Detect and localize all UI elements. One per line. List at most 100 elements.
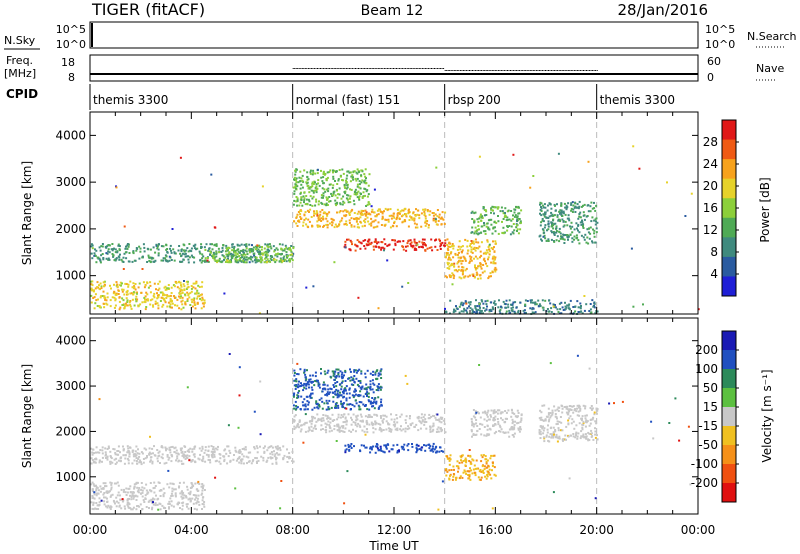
echo-cell: [140, 482, 143, 484]
echo-cell: [340, 414, 343, 416]
echo-cell: [250, 248, 253, 250]
echo-cell: [310, 216, 313, 218]
echo-cell: [98, 497, 101, 500]
echo-cell: [113, 283, 115, 286]
echo-cell: [373, 413, 376, 416]
echo-cell: [299, 213, 302, 215]
echo-cell: [327, 190, 330, 193]
echo-cell: [459, 455, 462, 458]
echo-cell: [131, 451, 134, 453]
echo-cell: [337, 423, 340, 426]
echo-cell: [413, 238, 416, 241]
echo-cell: [329, 387, 332, 390]
echo-cell: [303, 213, 306, 216]
nave-point: [564, 70, 566, 71]
echo-cell: [486, 473, 489, 476]
echo-cell: [105, 457, 107, 459]
echo-cell: [356, 418, 359, 421]
echo-cell: [547, 240, 550, 242]
echo-cell: [567, 214, 570, 217]
echo-cell: [486, 433, 489, 436]
echo-cell: [184, 252, 187, 255]
echo-cell: [313, 212, 316, 215]
echo-cell: [590, 405, 593, 407]
echo-cell: [377, 208, 380, 211]
echo-cell: [573, 427, 576, 430]
echo-cell: [497, 220, 500, 223]
echo-cell: [228, 251, 231, 254]
echo-cell: [519, 426, 522, 428]
echo-cell: [210, 251, 213, 254]
echo-cell: [355, 218, 358, 221]
echo-cell: [594, 223, 597, 226]
echo-cell: [461, 271, 464, 274]
echo-cell: [479, 274, 482, 277]
echo-cell: [487, 277, 490, 280]
echo-cell: [547, 439, 550, 442]
echo-cell: [380, 398, 383, 401]
echo-cell: [169, 451, 172, 454]
echo-cell: [228, 247, 231, 250]
echo-cell: [316, 402, 319, 405]
echo-cell: [513, 310, 516, 313]
echo-cell: [337, 193, 340, 196]
echo-cell: [334, 370, 337, 373]
echo-cell: [368, 242, 371, 245]
echo-cell: [576, 300, 579, 303]
echo-cell: [213, 256, 216, 259]
echo-cell: [512, 435, 515, 438]
echo-cell: [301, 174, 304, 177]
nave-point: [592, 70, 594, 71]
echo-cell: [428, 413, 431, 416]
echo-cell: [515, 216, 518, 219]
echo-cell: [453, 265, 456, 268]
echo-cell: [356, 212, 359, 215]
echo-cell: [584, 407, 587, 410]
echo-cell: [343, 201, 346, 204]
echo-cell: [91, 481, 94, 484]
echo-cell: [435, 223, 438, 226]
freq-left-tick-bottom: 8: [68, 71, 75, 84]
echo-cell: [332, 191, 335, 194]
echo-cell: [416, 213, 419, 216]
echo-cell: [303, 169, 306, 172]
echo-cell: [294, 379, 297, 382]
echo-cell: [353, 390, 356, 393]
echo-cell: [541, 239, 543, 242]
echo-cell: [312, 183, 315, 185]
echo-cell: [445, 468, 448, 470]
echo-cell: [456, 253, 459, 256]
echo-cell: [494, 415, 497, 418]
echo-cell: [184, 458, 187, 460]
echo-cell: [318, 215, 321, 218]
echo-cell: [114, 298, 117, 301]
echo-cell: [581, 423, 584, 426]
echo-cell: [566, 206, 569, 209]
echo-cell: [322, 414, 325, 416]
echo-cell: [135, 247, 138, 249]
echo-cell: [347, 194, 350, 197]
echo-cell: [325, 202, 328, 205]
echo-cell: [339, 220, 342, 223]
nave-point: [393, 68, 394, 69]
echo-cell: [595, 227, 598, 230]
echo-cell: [128, 301, 131, 304]
echo-cell: [402, 446, 405, 449]
echo-cell: [328, 200, 330, 203]
echo-cell: [457, 245, 460, 248]
echo-cell: [321, 209, 324, 211]
echo-cell: [448, 265, 451, 268]
echo-cell: [132, 291, 135, 294]
echo-cell: [114, 299, 117, 302]
echo-cell: [91, 247, 94, 250]
echo-cell: [283, 454, 286, 457]
echo-cell: [540, 207, 543, 210]
echo-cell: [485, 462, 488, 465]
echo-cell: [166, 295, 169, 298]
nave-point: [380, 68, 382, 69]
echo-cell: [348, 214, 351, 216]
echo-cell: [113, 290, 116, 293]
echo-cell: [182, 306, 185, 309]
echo-cell: [542, 235, 545, 238]
echo-cell: [336, 183, 339, 185]
